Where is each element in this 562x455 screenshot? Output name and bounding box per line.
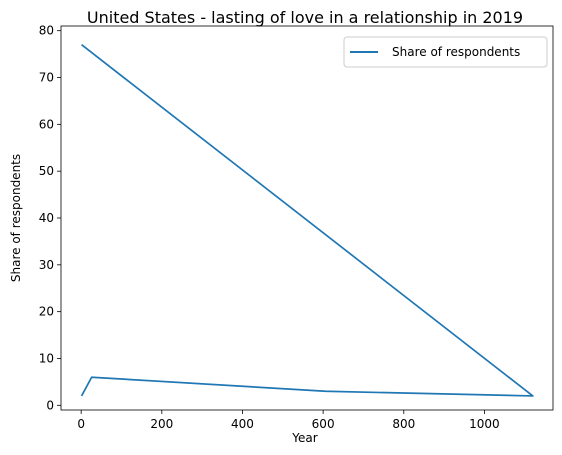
- x-tick-label: 400: [231, 417, 254, 431]
- y-axis-label: Share of respondents: [9, 154, 23, 282]
- y-tick-label: 30: [39, 258, 54, 272]
- legend-box: [343, 36, 548, 68]
- y-tick-label: 80: [39, 24, 54, 38]
- series-layer: [80, 44, 534, 397]
- plot-area: [60, 25, 554, 411]
- chart-title: United States - lasting of love in a rel…: [87, 8, 523, 27]
- y-tick-label: 0: [46, 398, 54, 412]
- x-tick-label: 1000: [469, 417, 500, 431]
- x-tick-label: 600: [312, 417, 335, 431]
- y-tick-label: 10: [39, 351, 54, 365]
- legend: Share of respondents: [343, 36, 548, 68]
- y-tick-label: 70: [39, 71, 54, 85]
- x-axis-label: Year: [291, 431, 317, 445]
- y-tick-label: 50: [39, 164, 54, 178]
- x-tick-label: 0: [77, 417, 85, 431]
- y-tick-label: 40: [39, 211, 54, 225]
- y-tick-label: 60: [39, 117, 54, 131]
- x-tick-label: 200: [150, 417, 173, 431]
- x-tick-label: 800: [392, 417, 415, 431]
- legend-entry-label: Share of respondents: [392, 45, 520, 59]
- y-tick-label: 20: [39, 305, 54, 319]
- y-axis: 0 10 20 30 40 50 60 70 80: [39, 24, 61, 412]
- x-axis: 0 200 400 600 800 1000: [77, 410, 500, 431]
- series-line: [80, 44, 534, 397]
